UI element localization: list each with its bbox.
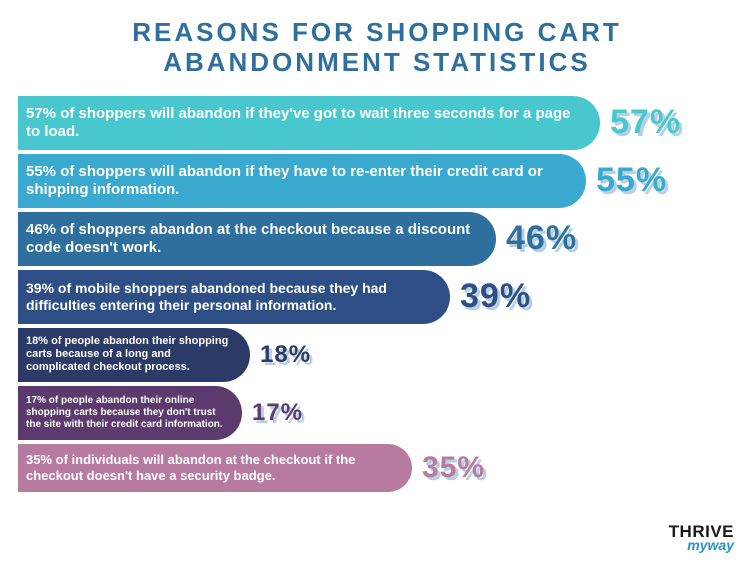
bar-chart: 57% of shoppers will abandon if they've … — [18, 96, 736, 492]
bar-percent: 55% — [596, 161, 667, 200]
bar: 55% of shoppers will abandon if they hav… — [18, 154, 586, 208]
bar-row: 35% of individuals will abandon at the c… — [18, 444, 736, 492]
bar-percent: 39% — [460, 277, 531, 316]
page-title: REASONS FOR SHOPPING CART ABANDONMENT ST… — [18, 18, 736, 78]
bar-text: 17% of people abandon their online shopp… — [26, 395, 224, 431]
bar-percent: 46% — [506, 219, 577, 258]
bar: 35% of individuals will abandon at the c… — [18, 444, 412, 492]
bar-percent: 17% — [252, 399, 303, 427]
bar-text: 18% of people abandon their shopping car… — [26, 335, 232, 375]
bar-text: 35% of individuals will abandon at the c… — [26, 452, 394, 483]
bar-row: 39% of mobile shoppers abandoned because… — [18, 270, 736, 324]
bar: 17% of people abandon their online shopp… — [18, 386, 242, 440]
logo-bottom-text: myway — [669, 539, 734, 552]
bar-text: 46% of shoppers abandon at the checkout … — [26, 221, 478, 257]
bar-row: 46% of shoppers abandon at the checkout … — [18, 212, 736, 266]
brand-logo: THRIVE myway — [669, 524, 734, 552]
bar: 46% of shoppers abandon at the checkout … — [18, 212, 496, 266]
bar: 18% of people abandon their shopping car… — [18, 328, 250, 382]
bar-percent: 35% — [422, 451, 485, 485]
bar: 39% of mobile shoppers abandoned because… — [18, 270, 450, 324]
bar-row: 57% of shoppers will abandon if they've … — [18, 96, 736, 150]
bar-row: 55% of shoppers will abandon if they hav… — [18, 154, 736, 208]
bar: 57% of shoppers will abandon if they've … — [18, 96, 600, 150]
bar-row: 18% of people abandon their shopping car… — [18, 328, 736, 382]
bar-row: 17% of people abandon their online shopp… — [18, 386, 736, 440]
bar-text: 55% of shoppers will abandon if they hav… — [26, 163, 568, 199]
bar-percent: 57% — [610, 103, 681, 142]
bar-percent: 18% — [260, 341, 311, 369]
bar-text: 39% of mobile shoppers abandoned because… — [26, 280, 432, 314]
bar-text: 57% of shoppers will abandon if they've … — [26, 105, 582, 141]
